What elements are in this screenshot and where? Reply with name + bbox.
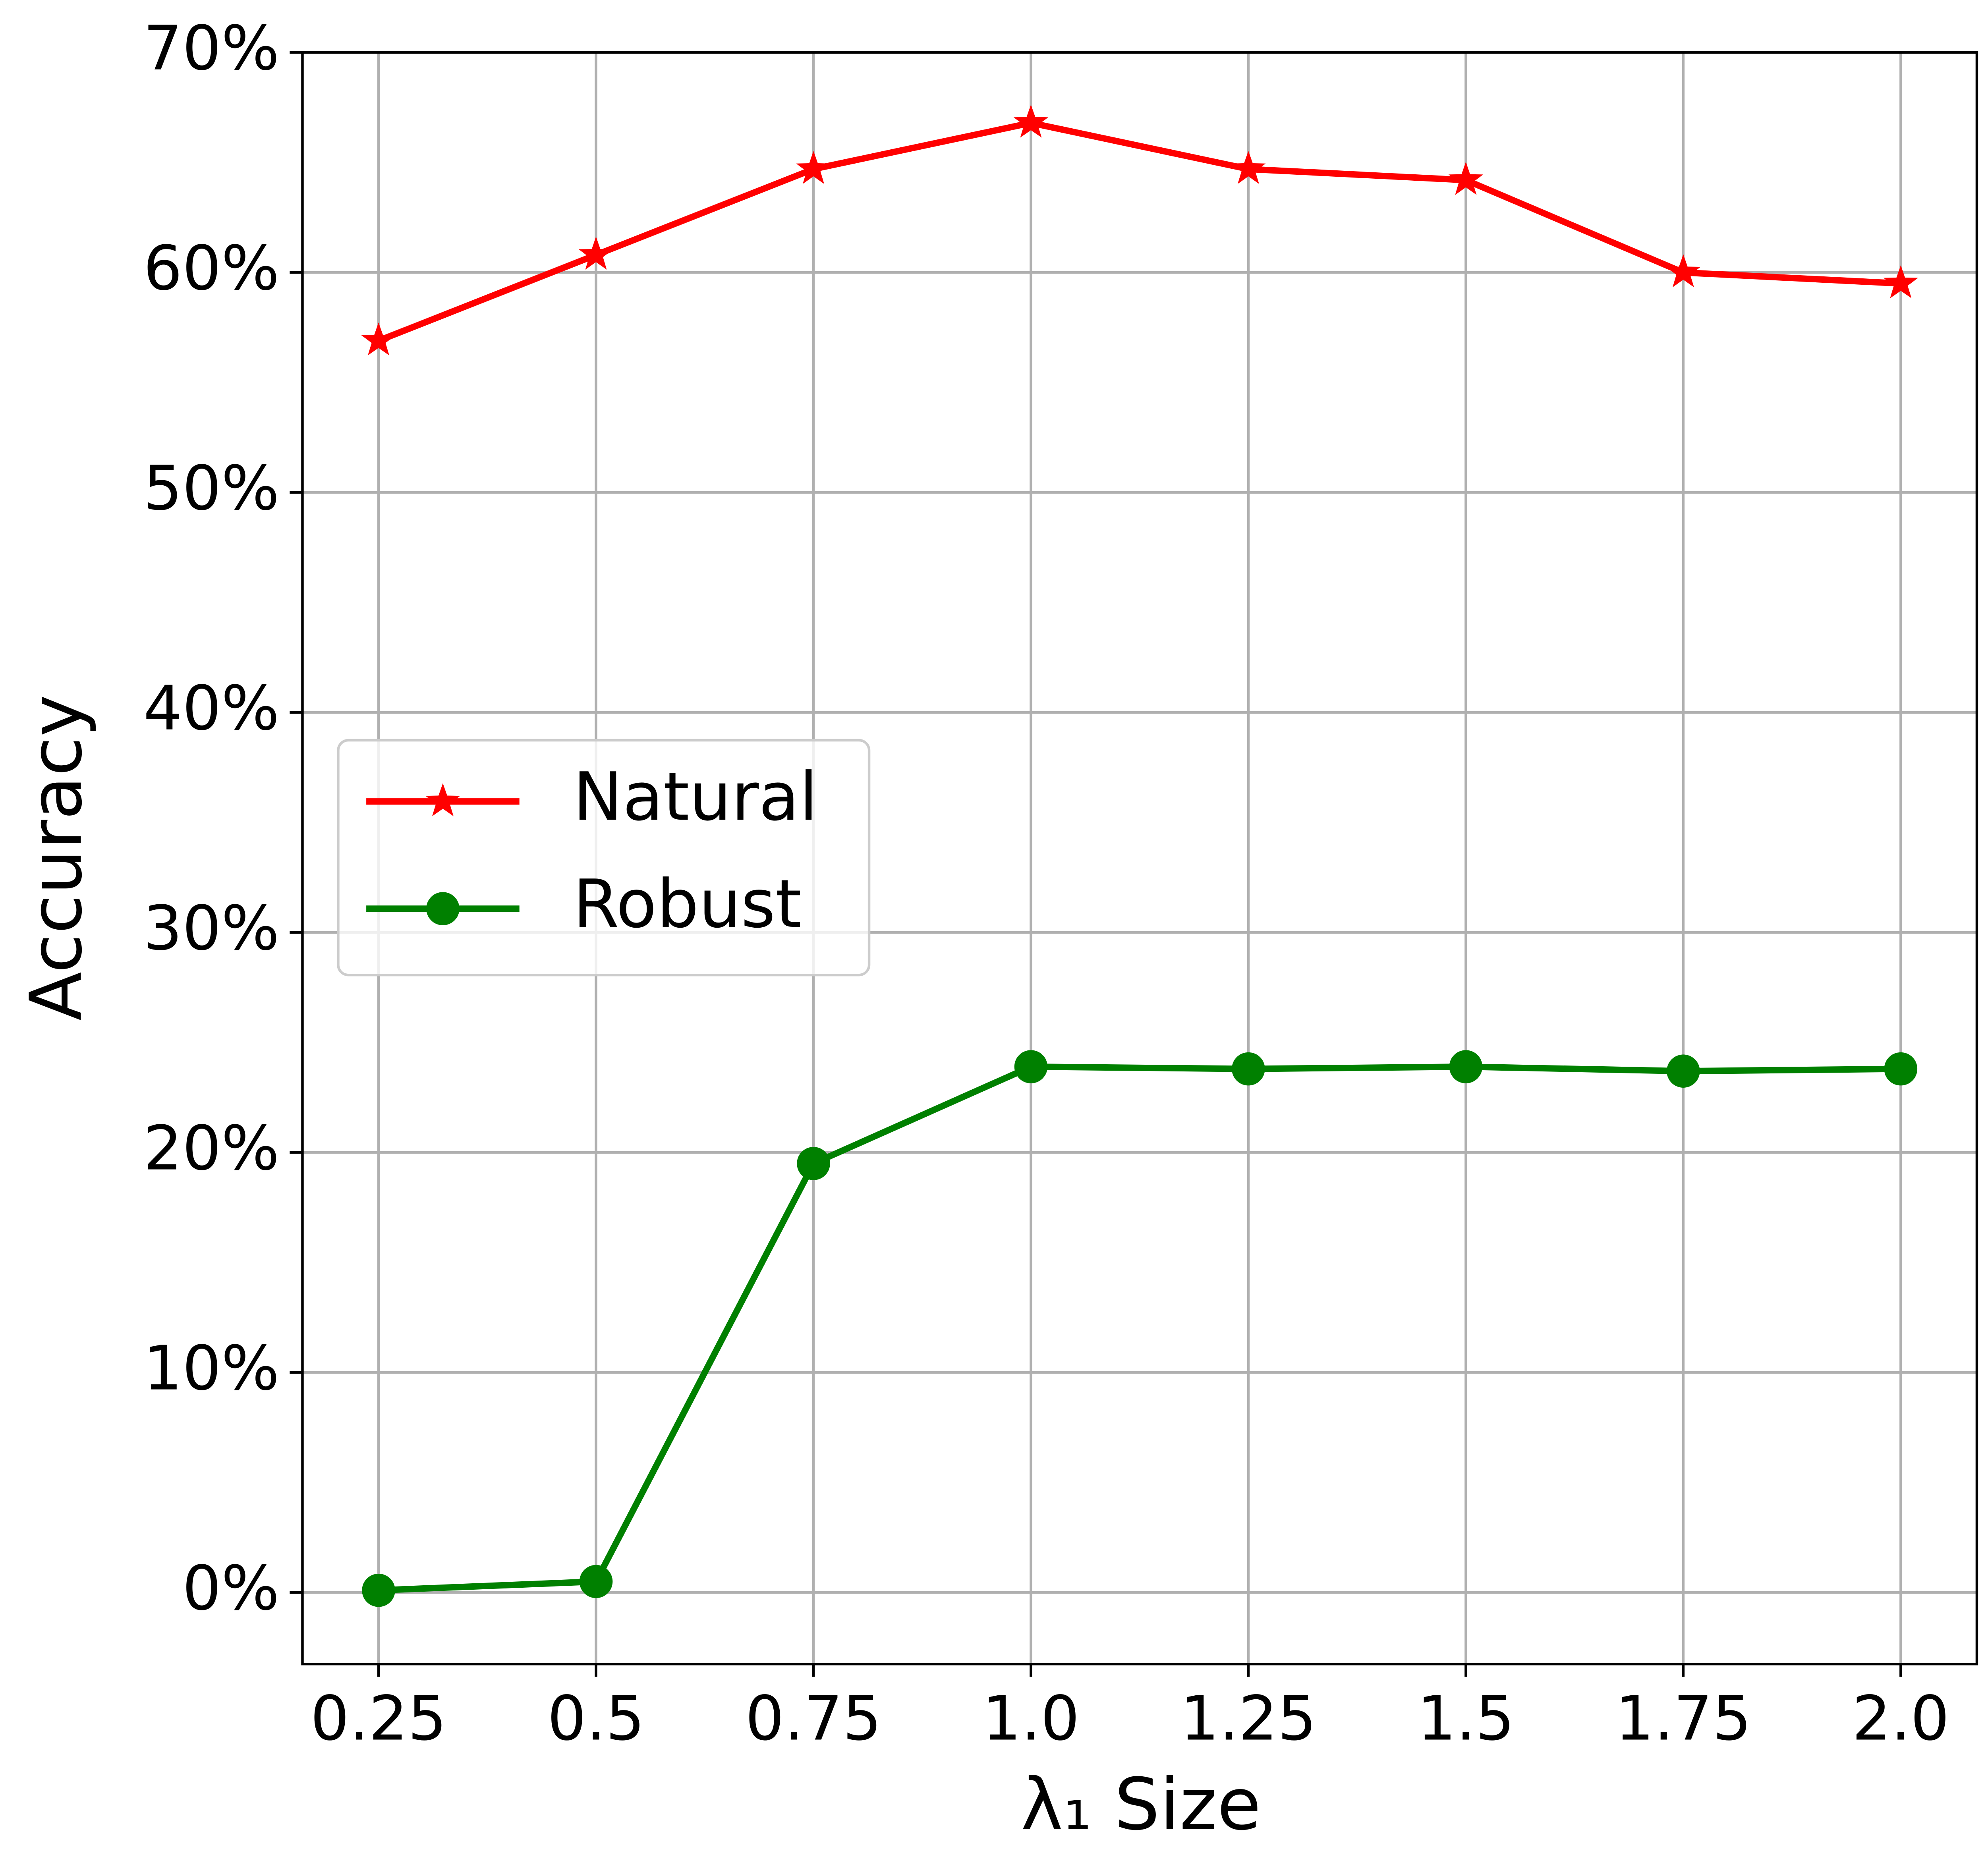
x-tick-label: 0.75 xyxy=(745,1683,881,1754)
y-tick-label: 40% xyxy=(143,673,280,744)
data-point xyxy=(1884,1052,1918,1086)
data-point xyxy=(1666,254,1701,288)
y-tick-label: 20% xyxy=(143,1113,280,1184)
x-axis-label: λ₁ Size xyxy=(1021,1763,1261,1846)
data-point xyxy=(1232,1052,1265,1086)
series-line xyxy=(378,1063,1901,1594)
series-line xyxy=(377,120,1901,344)
data-point xyxy=(1231,151,1266,184)
data-point xyxy=(579,1565,613,1598)
y-tick-label: 50% xyxy=(143,453,280,524)
data-point xyxy=(1014,1050,1048,1083)
data-point xyxy=(797,1147,830,1180)
x-tick-label: 1.75 xyxy=(1615,1683,1751,1754)
y-axis-label: Accuracy xyxy=(15,695,98,1021)
x-tick-label: 0.25 xyxy=(310,1683,446,1754)
x-tick-label: 1.25 xyxy=(1180,1683,1316,1754)
data-point xyxy=(1013,104,1049,138)
data-point xyxy=(1883,265,1918,298)
y-tick-label: 0% xyxy=(182,1553,280,1624)
plot-frame xyxy=(301,51,1978,1666)
data-point xyxy=(796,151,831,184)
x-tick-label: 1.0 xyxy=(982,1683,1080,1754)
y-tick-label: 70% xyxy=(143,13,280,84)
x-tick-label: 0.5 xyxy=(547,1683,645,1754)
y-tick-label: 10% xyxy=(143,1333,280,1404)
data-point xyxy=(362,1573,395,1607)
x-tick-label: 2.0 xyxy=(1852,1683,1949,1754)
x-tick-label: 1.5 xyxy=(1417,1683,1515,1754)
legend-label: Robust xyxy=(573,866,802,943)
legend-label: Natural xyxy=(573,759,818,836)
legend-marker xyxy=(426,892,460,925)
legend-marker xyxy=(425,783,460,816)
data-point xyxy=(1448,162,1484,195)
y-tick-label: 60% xyxy=(143,233,280,304)
data-point xyxy=(361,322,396,355)
data-point xyxy=(578,236,614,270)
data-point xyxy=(1449,1050,1483,1083)
data-point xyxy=(1667,1054,1700,1088)
y-tick-label: 30% xyxy=(143,893,280,964)
